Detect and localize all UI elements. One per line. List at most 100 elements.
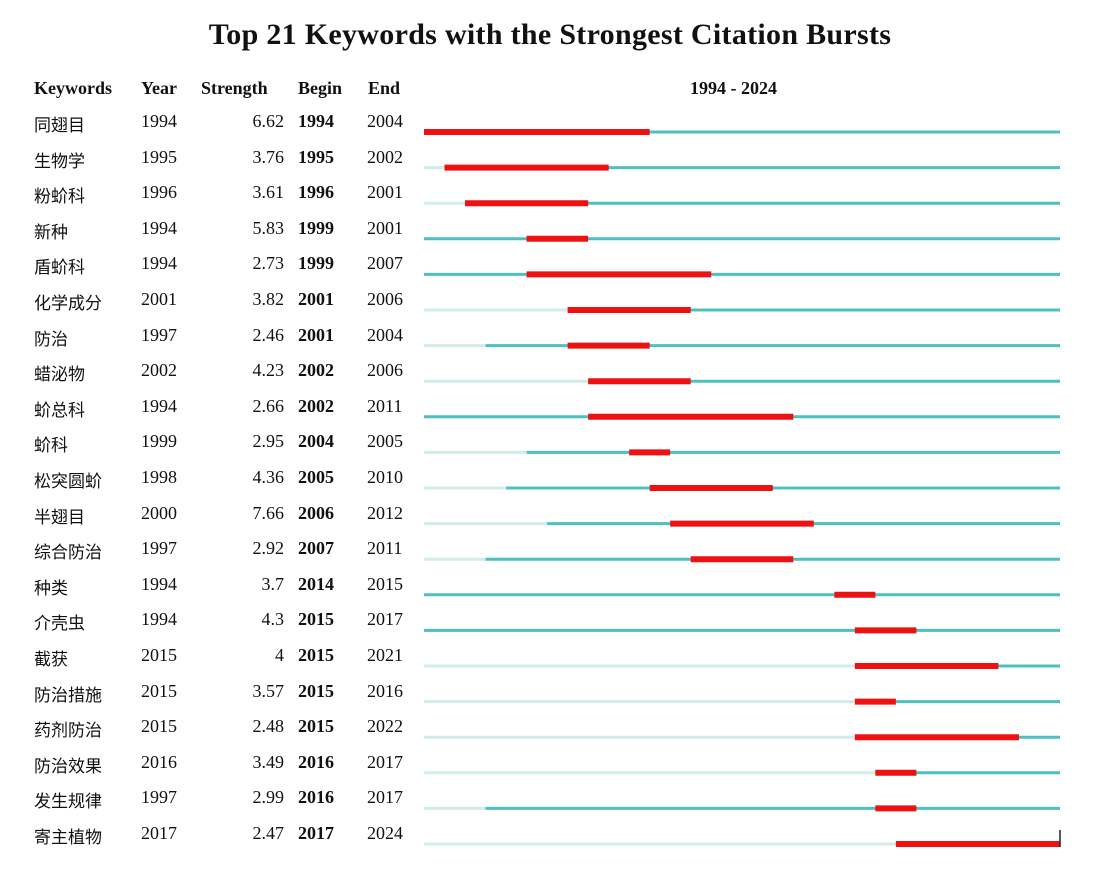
strength-cell: 4.3 (261, 609, 285, 630)
keyword-cell: 发生规律 (34, 792, 102, 813)
year-cell: 1999 (141, 431, 177, 452)
end-year-cell: 2017 (367, 609, 403, 630)
table-row: 寄主植物 2017 2.47 2017 2024 (0, 823, 1115, 859)
table-row: 发生规律 1997 2.99 2016 2017 (0, 787, 1115, 823)
table-row: 化学成分 2001 3.82 2001 2006 (0, 289, 1115, 325)
year-cell: 1994 (141, 609, 177, 630)
year-cell: 1997 (141, 787, 177, 808)
begin-year-cell: 1994 (298, 111, 334, 131)
strength-cell: 6.62 (252, 111, 285, 131)
begin-year-cell: 2002 (298, 395, 334, 416)
end-year-cell: 2006 (367, 289, 403, 309)
begin-year-cell: 2004 (298, 431, 334, 452)
begin-year-cell: 2002 (298, 360, 334, 381)
year-cell: 1995 (141, 146, 177, 167)
strength-cell: 3.49 (252, 751, 285, 772)
table-row: 截获 2015 4 2015 2021 (0, 645, 1115, 681)
begin-year-cell: 2014 (298, 573, 334, 594)
table-row: 防治 1997 2.46 2001 2004 (0, 325, 1115, 361)
table-row: 蚧总科 1994 2.66 2002 2011 (0, 396, 1115, 432)
header-end: End (368, 78, 401, 98)
keyword-cell: 防治措施 (34, 685, 102, 706)
begin-year-cell: 2001 (298, 289, 334, 309)
begin-year-cell: 1996 (298, 182, 334, 203)
strength-cell: 7.66 (252, 502, 285, 523)
keyword-cell: 介壳虫 (34, 614, 85, 635)
keyword-cell: 粉蚧科 (34, 187, 85, 208)
keyword-cell: 半翅目 (34, 507, 85, 528)
keyword-cell: 盾蚧科 (34, 258, 85, 279)
end-year-cell: 2017 (367, 787, 403, 808)
strength-cell: 5.83 (252, 217, 285, 238)
table-row: 蜡泌物 2002 4.23 2002 2006 (0, 360, 1115, 396)
end-year-cell: 2021 (367, 645, 403, 665)
strength-cell: 3.82 (252, 289, 285, 309)
table-row: 防治效果 2016 3.49 2016 2017 (0, 752, 1115, 788)
keyword-cell: 截获 (34, 650, 68, 670)
year-cell: 1996 (141, 182, 177, 203)
table-row: 综合防治 1997 2.92 2007 2011 (0, 538, 1115, 574)
strength-cell: 2.73 (252, 253, 285, 274)
strength-cell: 3.57 (252, 680, 285, 701)
begin-year-cell: 1999 (298, 253, 334, 274)
end-year-cell: 2002 (367, 146, 403, 167)
year-cell: 2015 (141, 645, 177, 665)
strength-cell: 4 (275, 645, 284, 665)
table-row: 盾蚧科 1994 2.73 1999 2007 (0, 253, 1115, 289)
end-year-cell: 2010 (367, 467, 403, 487)
strength-cell: 2.46 (252, 324, 285, 345)
end-year-cell: 2001 (367, 182, 403, 203)
keyword-cell: 生物学 (34, 151, 85, 172)
year-cell: 1998 (141, 467, 177, 487)
year-cell: 2017 (141, 823, 177, 843)
strength-cell: 2.92 (252, 538, 285, 559)
end-year-cell: 2011 (367, 538, 403, 559)
end-year-cell: 2011 (367, 395, 403, 416)
table-row: 松突圆蚧 1998 4.36 2005 2010 (0, 467, 1115, 503)
header-begin: Begin (298, 78, 343, 98)
keyword-cell: 药剂防治 (34, 721, 102, 742)
year-cell: 1997 (141, 538, 177, 559)
table-row: 防治措施 2015 3.57 2015 2016 (0, 681, 1115, 717)
begin-year-cell: 2015 (298, 716, 334, 737)
begin-year-cell: 2006 (298, 502, 334, 523)
strength-cell: 4.36 (252, 467, 285, 487)
keyword-cell: 新种 (34, 222, 68, 243)
year-cell: 1994 (141, 253, 177, 274)
table-row: 同翅目 1994 6.62 1994 2004 (0, 111, 1115, 147)
keyword-cell: 蚧科 (34, 436, 68, 457)
year-cell: 1994 (141, 111, 177, 131)
strength-cell: 3.61 (252, 182, 285, 203)
end-year-cell: 2005 (367, 431, 403, 452)
strength-cell: 4.23 (252, 360, 285, 381)
begin-year-cell: 2005 (298, 467, 334, 487)
header-year: Year (141, 78, 177, 98)
begin-year-cell: 2007 (298, 538, 334, 559)
end-year-cell: 2017 (367, 751, 403, 772)
keyword-cell: 同翅目 (34, 116, 85, 136)
keyword-cell: 防治 (34, 329, 68, 350)
begin-year-cell: 1999 (298, 217, 334, 238)
strength-cell: 2.47 (252, 823, 285, 843)
table-row: 种类 1994 3.7 2014 2015 (0, 574, 1115, 610)
keyword-cell: 综合防治 (34, 543, 102, 564)
begin-year-cell: 2015 (298, 680, 334, 701)
begin-year-cell: 2016 (298, 751, 334, 772)
year-cell: 2000 (141, 502, 177, 523)
year-cell: 1994 (141, 395, 177, 416)
table-row: 生物学 1995 3.76 1995 2002 (0, 147, 1115, 183)
year-cell: 2001 (141, 289, 177, 309)
keyword-cell: 防治效果 (34, 756, 102, 777)
begin-year-cell: 2001 (298, 324, 334, 345)
header-year-range: 1994 - 2024 (690, 78, 777, 98)
year-cell: 1994 (141, 573, 177, 594)
end-year-cell: 2001 (367, 217, 403, 238)
begin-year-cell: 2015 (298, 609, 334, 630)
begin-year-cell: 1995 (298, 146, 334, 167)
strength-cell: 2.66 (252, 395, 285, 416)
year-cell: 2015 (141, 716, 177, 737)
end-year-cell: 2012 (367, 502, 403, 523)
strength-cell: 2.48 (252, 716, 285, 737)
header-strength: Strength (201, 78, 268, 98)
